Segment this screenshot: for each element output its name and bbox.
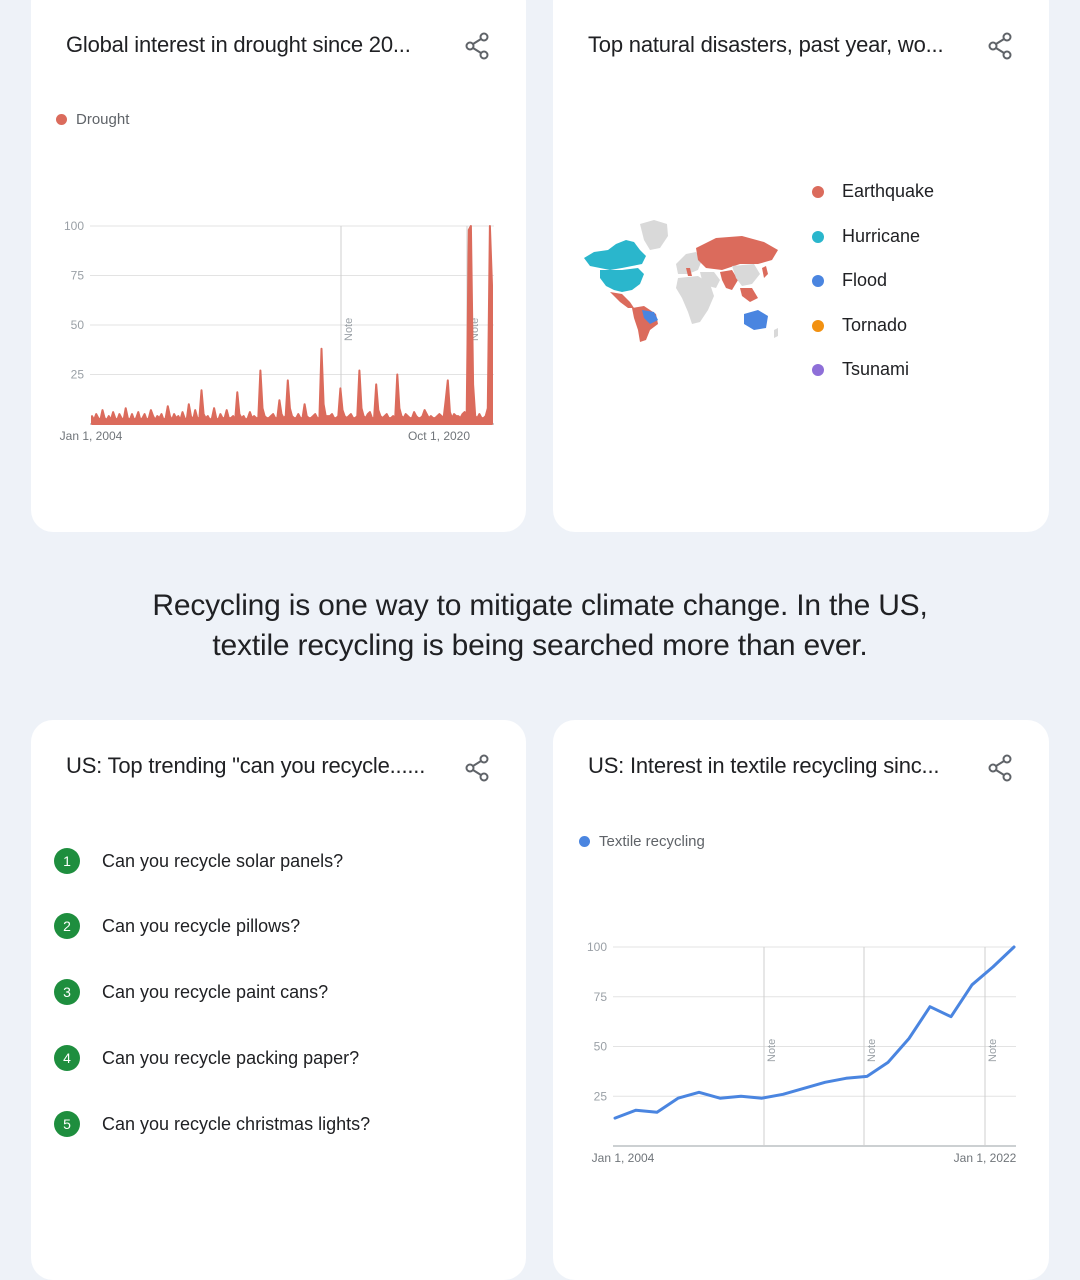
- share-icon[interactable]: [464, 754, 490, 782]
- map-region-canada: [584, 240, 646, 270]
- list-item[interactable]: 3 Can you recycle paint cans?: [54, 979, 328, 1005]
- map-region-central-america: [610, 292, 634, 308]
- textile-legend-dot: [579, 836, 590, 847]
- y-tick-label: 25: [71, 368, 85, 382]
- map-region-europe: [676, 252, 702, 274]
- series-area: [91, 225, 493, 425]
- y-tick-label: 100: [587, 940, 607, 954]
- map-region-southeast-asia: [740, 288, 758, 302]
- tsunami-dot: [812, 363, 824, 376]
- rank-badge: 2: [54, 913, 80, 939]
- legend-flood-label: Flood: [842, 270, 888, 290]
- hurricane-dot: [812, 230, 824, 243]
- rank-badge: 4: [54, 1045, 80, 1071]
- tornado-dot: [812, 319, 824, 332]
- legend-tornado-label: Tornado: [842, 315, 908, 335]
- legend-tornado: Tornado: [812, 315, 907, 336]
- list-item[interactable]: 1 Can you recycle solar panels?: [54, 848, 343, 874]
- y-tick-label: 25: [594, 1089, 608, 1103]
- headline-line-1: Recycling is one way to mitigate climate…: [152, 589, 928, 622]
- legend-earthquake: Earthquake: [812, 181, 934, 202]
- textile-legend-label: Textile recycling: [599, 833, 705, 850]
- disasters-card: Top natural disasters, past year, wo...: [553, 0, 1049, 532]
- y-tick-label: 50: [71, 318, 85, 332]
- map-region-japan: [762, 266, 768, 278]
- legend-tsunami-label: Tsunami: [842, 359, 910, 379]
- map-region-new-zealand: [774, 328, 778, 338]
- textile-legend: Textile recycling: [579, 833, 705, 850]
- recycle-card-title: US: Top trending "can you recycle......: [66, 753, 426, 778]
- drought-legend-label: Drought: [76, 111, 130, 128]
- drought-legend: Drought: [56, 111, 129, 128]
- textile-card: US: Interest in textile recycling sinc..…: [553, 720, 1049, 1280]
- y-tick-label: 100: [64, 219, 84, 233]
- list-item-label: Can you recycle christmas lights?: [102, 1113, 371, 1134]
- legend-flood: Flood: [812, 270, 887, 291]
- map-region-south-asia: [720, 270, 738, 290]
- note-label: Note: [766, 1039, 778, 1062]
- x-tick-label: Jan 1, 2022: [954, 1151, 1017, 1165]
- legend-hurricane: Hurricane: [812, 226, 920, 247]
- y-tick-label: 75: [594, 990, 608, 1004]
- headline-line-2: textile recycling is being searched more…: [212, 629, 868, 662]
- rank-badge: 5: [54, 1111, 80, 1137]
- map-region-italy: [686, 268, 692, 276]
- y-tick-label: 75: [71, 269, 85, 283]
- drought-card-title: Global interest in drought since 20...: [66, 32, 411, 57]
- x-tick-label: Jan 1, 2004: [592, 1151, 655, 1165]
- list-item[interactable]: 4 Can you recycle packing paper?: [54, 1045, 359, 1071]
- headline: Recycling is one way to mitigate climate…: [0, 586, 1080, 666]
- textile-line-chart: 25 50 75 100 Note Note Note Jan 1, 2004 Jan 1, 2…: [587, 940, 1017, 1165]
- disasters-card-title: Top natural disasters, past year, wo...: [588, 32, 944, 57]
- list-item-label: Can you recycle paint cans?: [102, 981, 329, 1002]
- note-label: Note: [987, 1039, 999, 1062]
- series-line: [613, 945, 1016, 1120]
- x-tick-label: Jan 1, 2004: [60, 429, 123, 443]
- flood-dot: [812, 274, 824, 287]
- map-region-usa: [600, 268, 644, 292]
- legend-earthquake-label: Earthquake: [842, 181, 935, 201]
- textile-card-title: US: Interest in textile recycling sinc..…: [588, 753, 940, 778]
- earthquake-dot: [812, 185, 824, 198]
- list-item-label: Can you recycle pillows?: [102, 915, 301, 936]
- share-icon[interactable]: [464, 32, 490, 60]
- note-label: Note: [866, 1039, 878, 1062]
- list-item-label: Can you recycle solar panels?: [102, 850, 344, 871]
- list-item-label: Can you recycle packing paper?: [102, 1047, 360, 1068]
- share-icon[interactable]: [987, 32, 1013, 60]
- note-label: Note: [343, 318, 355, 341]
- share-icon[interactable]: [987, 754, 1013, 782]
- legend-tsunami: Tsunami: [812, 359, 909, 380]
- legend-hurricane-label: Hurricane: [842, 226, 921, 246]
- map-region-middle-east: [700, 272, 720, 288]
- drought-legend-dot: [56, 114, 67, 125]
- x-tick-label: Oct 1, 2020: [408, 429, 470, 443]
- list-item[interactable]: 5 Can you recycle christmas lights?: [54, 1111, 370, 1137]
- map-region-brazil: [642, 310, 658, 324]
- recycle-card: US: Top trending "can you recycle......: [31, 720, 526, 1280]
- world-map: [584, 220, 778, 342]
- map-region-east-asia: [732, 264, 760, 286]
- map-region-greenland: [640, 220, 668, 250]
- list-item[interactable]: 2 Can you recycle pillows?: [54, 913, 300, 939]
- rank-badge: 1: [54, 848, 80, 874]
- rank-badge: 3: [54, 979, 80, 1005]
- map-region-australia: [744, 310, 768, 330]
- drought-card: Global interest in drought since 20... D…: [31, 0, 526, 532]
- map-region-africa: [676, 276, 714, 324]
- y-tick-label: 50: [594, 1040, 608, 1054]
- map-region-russia: [696, 236, 778, 270]
